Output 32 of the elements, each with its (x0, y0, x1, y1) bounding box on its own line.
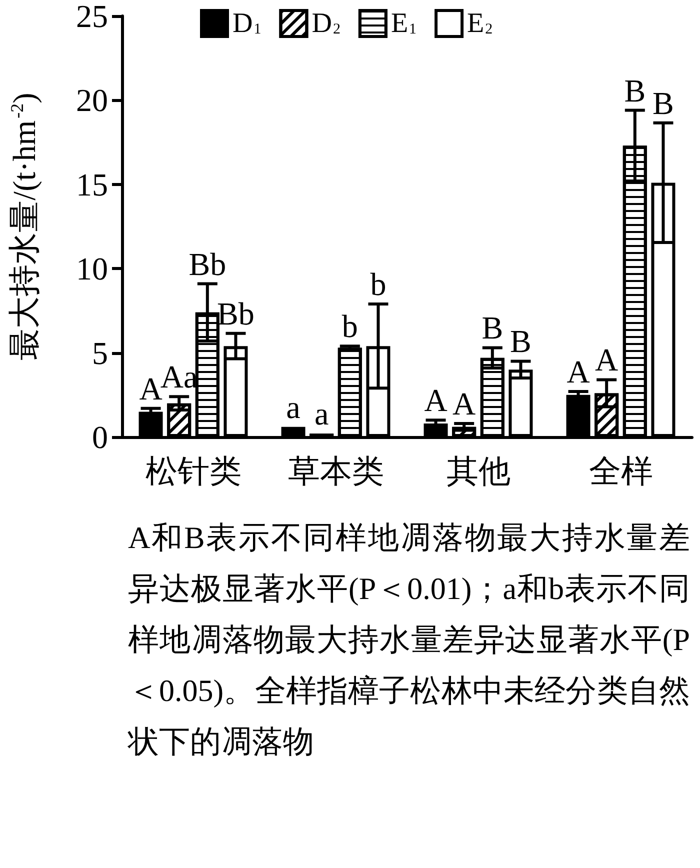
data-label: Bb (217, 295, 254, 332)
x-tick-label: 草本类 (288, 453, 384, 489)
y-tick-label: 20 (76, 82, 108, 118)
data-label: a (314, 396, 329, 432)
data-label: A (595, 342, 618, 378)
legend-label: E2 (467, 8, 493, 39)
data-label: Aa (160, 358, 198, 395)
text: A和B表示不同样地凋落物最大持水量差异达极显著水平(P＜0.01)；a和b表示不同样地凋落物最大持水量差异达显著水平(P＜0.05)。全样指樟子松林中未经分类自然状下的凋落物 (128, 519, 690, 761)
data-label: B (510, 323, 532, 360)
x-tick-label: 全样 (588, 453, 653, 489)
x-tick-label: 松针类 (145, 453, 242, 489)
data-label: b (342, 308, 358, 344)
data-label: A (139, 370, 162, 406)
data-label: A (566, 354, 590, 390)
x-tick-label: 其他 (446, 453, 510, 489)
y-tick-label: 15 (76, 166, 108, 202)
y-tick-label: 0 (92, 419, 108, 455)
data-label: B (482, 310, 504, 346)
y-axis-title: 最大持水量/(t·hm-2) (6, 92, 42, 360)
legend-label: D1 (232, 8, 262, 39)
data-label: B (652, 84, 674, 121)
data-label: B (624, 72, 646, 108)
data-label: b (370, 266, 386, 302)
legend-label: D2 (312, 8, 340, 39)
data-label: A (424, 382, 448, 418)
y-tick-label: 10 (76, 250, 108, 287)
data-label: Bb (188, 246, 226, 282)
y-tick-label: 25 (76, 0, 108, 34)
y-tick-label: 5 (92, 334, 108, 371)
legend-label: E1 (390, 8, 417, 39)
data-label: a (286, 388, 300, 425)
data-label: A (452, 386, 476, 422)
